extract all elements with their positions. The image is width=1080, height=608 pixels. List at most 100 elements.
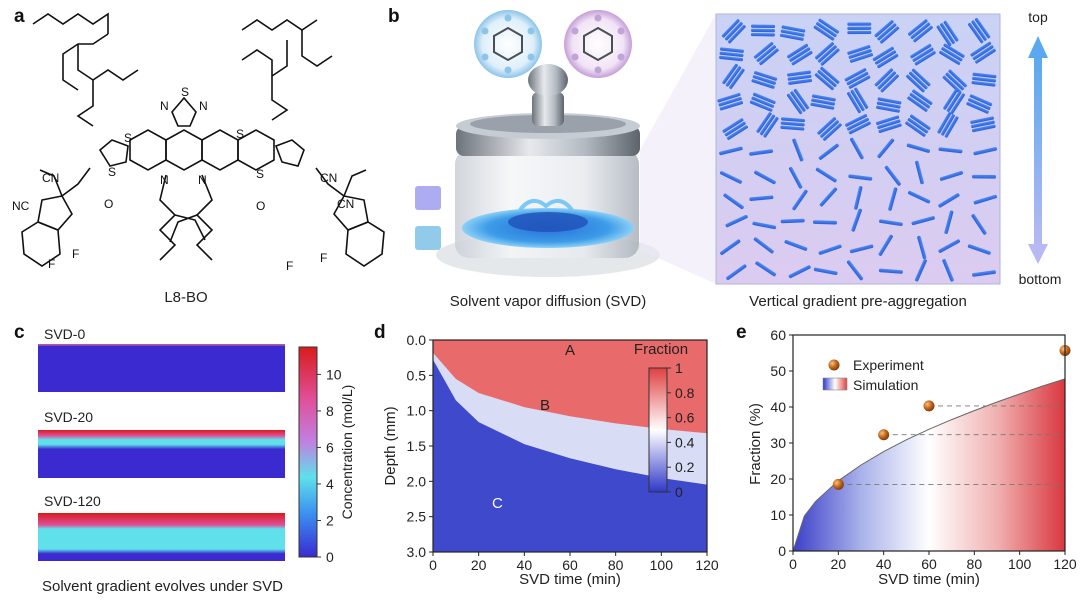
- molecule-atom-labels: S N N S S S S N N CN NC O F F CN CN O F …: [12, 85, 354, 273]
- bar-label: SVD-0: [44, 326, 85, 342]
- molecule-structure: [21, 12, 385, 267]
- e-ytick: 60: [770, 327, 786, 343]
- aggregate-rod: [780, 117, 806, 131]
- aggregate-rod: [722, 118, 748, 140]
- heatmap-ytick: 3.0: [407, 544, 427, 560]
- molecule-name: L8-BO: [164, 289, 207, 306]
- experiment-point: [878, 429, 890, 441]
- aggregate-rod: [754, 170, 776, 185]
- aggregate-rod: [937, 112, 959, 138]
- heatmap-ytick: 1.5: [407, 438, 427, 454]
- aggregate-rod: [914, 259, 927, 282]
- heatmap-ytick: 2.5: [407, 509, 427, 525]
- e-xtick: 20: [831, 556, 847, 572]
- colorbar-tick: 10: [326, 366, 342, 382]
- e-legend: [822, 359, 848, 391]
- aggregate-rod: [792, 189, 808, 211]
- arrow-bottom-label: bottom: [1019, 271, 1062, 287]
- e-ytick: 0: [778, 543, 786, 559]
- aggregate-rod: [851, 208, 862, 232]
- arrow-top-label: top: [1028, 9, 1048, 25]
- colorbar-tick: 8: [326, 403, 334, 419]
- aggregate-rod: [971, 174, 997, 179]
- bar-label: SVD-20: [44, 409, 93, 425]
- concentration-bar-svd-120: [38, 513, 285, 561]
- atom-f-4: F: [320, 251, 327, 265]
- aggregate-rod: [788, 166, 803, 189]
- atom-cn-right-2: CN: [337, 197, 354, 211]
- region-label-b: B: [540, 397, 550, 414]
- aggregate-rod: [753, 237, 774, 254]
- aggregate-rod: [850, 137, 864, 160]
- aggregate-rod: [819, 187, 838, 207]
- e-xtick: 120: [1053, 556, 1077, 572]
- aggregate-rod: [846, 87, 869, 114]
- heatmap-ytick: 2.0: [407, 473, 427, 489]
- fraction-plot: 0 20 40 60 80 100 120 0 10 20 30 40 50 60: [770, 327, 1076, 572]
- aggregate-rod: [721, 19, 746, 44]
- aggregation-caption: Vertical gradient pre-aggregation: [749, 293, 967, 310]
- e-ytick: 30: [770, 435, 786, 451]
- e-xtick: 60: [921, 556, 937, 572]
- aggregate-rod: [878, 268, 903, 274]
- aggregate-rod: [844, 68, 871, 89]
- aggregate-rod: [844, 113, 871, 135]
- concentration-bar-svd-0: [38, 344, 285, 392]
- aggregate-rod: [749, 195, 774, 201]
- aggregate-rod: [906, 143, 931, 153]
- panel-label-b: b: [388, 6, 400, 27]
- aggregate-rod: [944, 210, 954, 235]
- aggregate-rod: [874, 20, 900, 44]
- panel-label-a: a: [14, 6, 25, 27]
- aggregate-rod: [971, 72, 997, 87]
- e-xtick: 100: [1008, 556, 1032, 572]
- aggregate-rod: [723, 193, 744, 210]
- fraction-colorbar: 0 0.2 0.4 0.6 0.8 1: [648, 360, 695, 500]
- atom-cn-right-1: CN: [320, 171, 337, 185]
- aggregate-rod: [938, 193, 960, 208]
- atom-s-1: S: [124, 131, 132, 145]
- aggregate-rod: [966, 94, 993, 114]
- aggregate-rod: [813, 267, 838, 276]
- colorbar-tick: 4: [326, 476, 334, 492]
- aggregate-rod: [787, 70, 813, 85]
- aggregate-rod: [872, 46, 899, 69]
- aggregate-rod: [853, 186, 863, 210]
- aggregate-rod: [917, 235, 927, 260]
- heatmap-xtick: 20: [471, 557, 487, 573]
- bar-label: SVD-120: [44, 493, 101, 509]
- aggregate-rod: [722, 63, 745, 90]
- heatmap-ytick: 0.0: [407, 332, 427, 348]
- aggregate-rod: [874, 68, 899, 93]
- fraction-colorbar-tick: 0.2: [675, 459, 695, 475]
- fraction-colorbar-tick: 0.8: [675, 385, 695, 401]
- aggregate-rod: [906, 68, 931, 93]
- aggregate-rod: [792, 138, 804, 162]
- heatmap-xtick: 40: [517, 557, 533, 573]
- heatmap-plot: 0 20 40 60 80 100 120 0.0 0.5 1.0 1.5 2.0 2.5 3.0 0 0.…: [407, 332, 719, 573]
- aggregate-rod: [939, 43, 965, 65]
- aggregate-rod: [751, 71, 778, 89]
- fraction-colorbar-tick: 1: [675, 360, 683, 376]
- aggregate-rod: [814, 66, 840, 91]
- aggregate-rod: [847, 22, 872, 35]
- aggregate-rod: [847, 44, 874, 63]
- aggregate-rod: [967, 17, 991, 44]
- colorbar-tick: 2: [326, 512, 334, 528]
- aggregate-rod: [786, 88, 810, 115]
- aggregate-rod: [972, 270, 996, 277]
- heatmap-ytick: 1.0: [407, 403, 427, 419]
- aggregate-rod: [970, 41, 996, 64]
- aggregate-rod: [752, 221, 777, 230]
- atom-o-right: O: [256, 199, 265, 213]
- aggregate-rod: [884, 165, 902, 186]
- svd-jar-illustration: [415, 10, 716, 284]
- e-xlabel: SVD time (min): [878, 571, 980, 588]
- e-ytick: 40: [770, 399, 786, 415]
- colorbar-tick: 0: [326, 549, 334, 565]
- atom-s-2: S: [236, 127, 244, 141]
- atom-nc-left: NC: [12, 199, 30, 213]
- heatmap-xtick: 60: [562, 557, 578, 573]
- atom-s-4: S: [256, 167, 264, 181]
- heatmap-xtick: 0: [429, 557, 437, 573]
